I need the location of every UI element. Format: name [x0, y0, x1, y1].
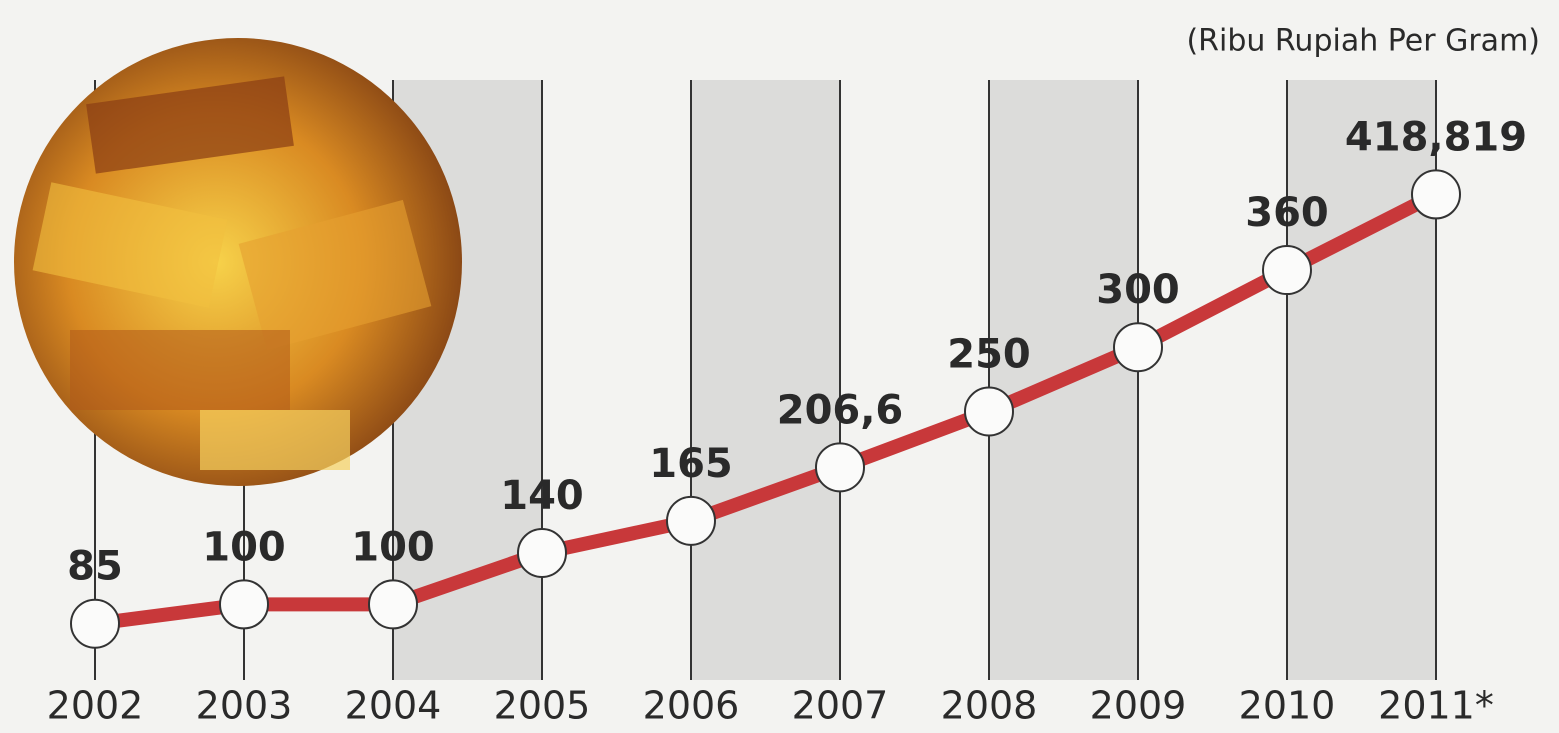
data-point	[368, 579, 418, 630]
gold-bars-image	[14, 38, 462, 486]
x-tick-label: 2002	[47, 684, 144, 728]
x-tick-label: 2005	[494, 684, 591, 728]
unit-label: (Ribu Rupiah Per Gram)	[1186, 24, 1540, 59]
value-label: 250	[947, 332, 1031, 378]
value-label: 100	[202, 524, 286, 570]
value-label: 300	[1096, 267, 1180, 313]
value-label: 165	[649, 441, 733, 487]
x-tick-label: 2008	[941, 684, 1038, 728]
data-point	[70, 598, 120, 649]
x-tick-label: 2011*	[1378, 684, 1494, 728]
data-point	[1262, 245, 1312, 296]
data-point	[219, 579, 269, 630]
data-line	[94, 188, 1440, 631]
value-label: 206,6	[777, 387, 904, 433]
data-point	[517, 527, 567, 578]
data-point	[1113, 322, 1163, 373]
data-point	[815, 442, 865, 493]
x-tick-label: 2004	[345, 684, 442, 728]
shade-band	[691, 80, 840, 680]
value-label: 360	[1245, 190, 1329, 236]
value-label: 85	[67, 544, 123, 590]
data-point	[1411, 169, 1461, 220]
value-label: 140	[500, 473, 584, 519]
x-tick-label: 2006	[643, 684, 740, 728]
shade-band	[1287, 80, 1436, 680]
x-tick-label: 2010	[1239, 684, 1336, 728]
data-point	[666, 495, 716, 546]
data-point	[964, 386, 1014, 437]
x-tick-label: 2007	[792, 684, 889, 728]
value-label: 100	[351, 524, 435, 570]
value-label: 418,819	[1345, 114, 1527, 160]
x-tick-label: 2009	[1090, 684, 1187, 728]
x-tick-label: 2003	[196, 684, 293, 728]
